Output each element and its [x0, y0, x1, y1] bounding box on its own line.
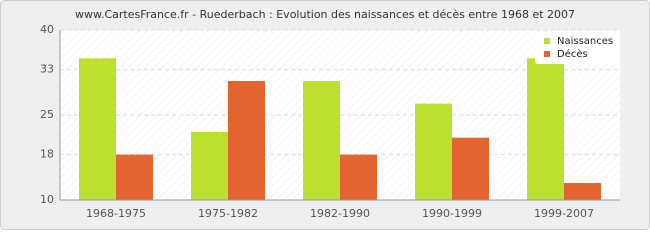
legend-box [535, 32, 619, 64]
x-tick-label: 1990-1999 [422, 207, 482, 220]
bar [415, 103, 452, 200]
bar [116, 154, 153, 200]
chart-title: www.CartesFrance.fr - Ruederbach : Evolu… [75, 8, 575, 21]
y-tick-label: 33 [40, 63, 54, 76]
chart: www.CartesFrance.fr - Ruederbach : Evolu… [0, 0, 650, 230]
bar [191, 132, 228, 200]
bar [303, 81, 340, 200]
y-tick-label: 10 [40, 193, 54, 206]
x-tick-label: 1975-1982 [198, 207, 258, 220]
bar [340, 154, 377, 200]
bar [452, 137, 489, 200]
legend-swatch [544, 38, 550, 44]
x-tick-label: 1982-1990 [310, 207, 370, 220]
legend-label: Naissances [557, 36, 613, 47]
y-tick-label: 18 [40, 148, 54, 161]
legend-label: Décès [557, 48, 588, 60]
bar [79, 58, 116, 201]
x-tick-label: 1968-1975 [86, 207, 146, 220]
y-tick-label: 25 [40, 108, 54, 121]
bar [564, 183, 601, 200]
x-tick-label: 1999-2007 [534, 207, 594, 220]
y-tick-label: 40 [40, 23, 54, 36]
legend-swatch [544, 51, 550, 57]
bar [527, 58, 564, 201]
bar [228, 81, 265, 200]
